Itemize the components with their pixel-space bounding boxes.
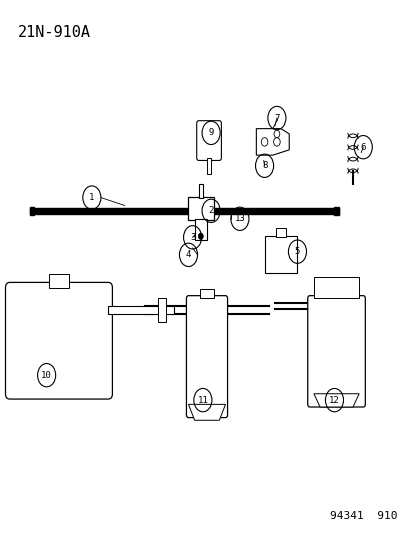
Text: 11: 11 <box>197 395 208 405</box>
Text: 9: 9 <box>208 128 213 138</box>
Bar <box>30 207 34 215</box>
Text: 94341  910: 94341 910 <box>329 511 396 521</box>
FancyBboxPatch shape <box>307 296 364 407</box>
Text: 2: 2 <box>208 206 213 215</box>
Text: 7: 7 <box>273 114 279 123</box>
FancyBboxPatch shape <box>5 282 112 399</box>
Text: 10: 10 <box>41 370 52 379</box>
Bar <box>108 306 174 314</box>
FancyBboxPatch shape <box>196 120 221 160</box>
Bar <box>30 208 338 214</box>
Bar <box>49 274 69 288</box>
Bar <box>313 277 358 298</box>
Text: 3: 3 <box>190 233 195 242</box>
Bar <box>206 158 211 174</box>
Bar <box>334 207 338 215</box>
Text: 13: 13 <box>234 214 244 223</box>
Text: 12: 12 <box>328 395 339 405</box>
Text: 21N-910A: 21N-910A <box>18 25 90 41</box>
Text: 8: 8 <box>261 161 267 170</box>
FancyBboxPatch shape <box>187 197 214 220</box>
FancyBboxPatch shape <box>265 236 296 273</box>
Polygon shape <box>256 128 289 155</box>
Text: 1: 1 <box>89 193 94 202</box>
Circle shape <box>198 233 203 239</box>
Bar <box>157 298 166 322</box>
Polygon shape <box>313 394 358 407</box>
Bar <box>199 289 214 298</box>
Bar <box>194 219 206 240</box>
Text: 5: 5 <box>294 247 299 256</box>
Polygon shape <box>188 405 225 420</box>
Bar <box>275 228 285 237</box>
Bar <box>198 184 202 198</box>
Text: 6: 6 <box>360 143 365 152</box>
FancyBboxPatch shape <box>186 296 227 418</box>
Text: 4: 4 <box>185 251 191 260</box>
